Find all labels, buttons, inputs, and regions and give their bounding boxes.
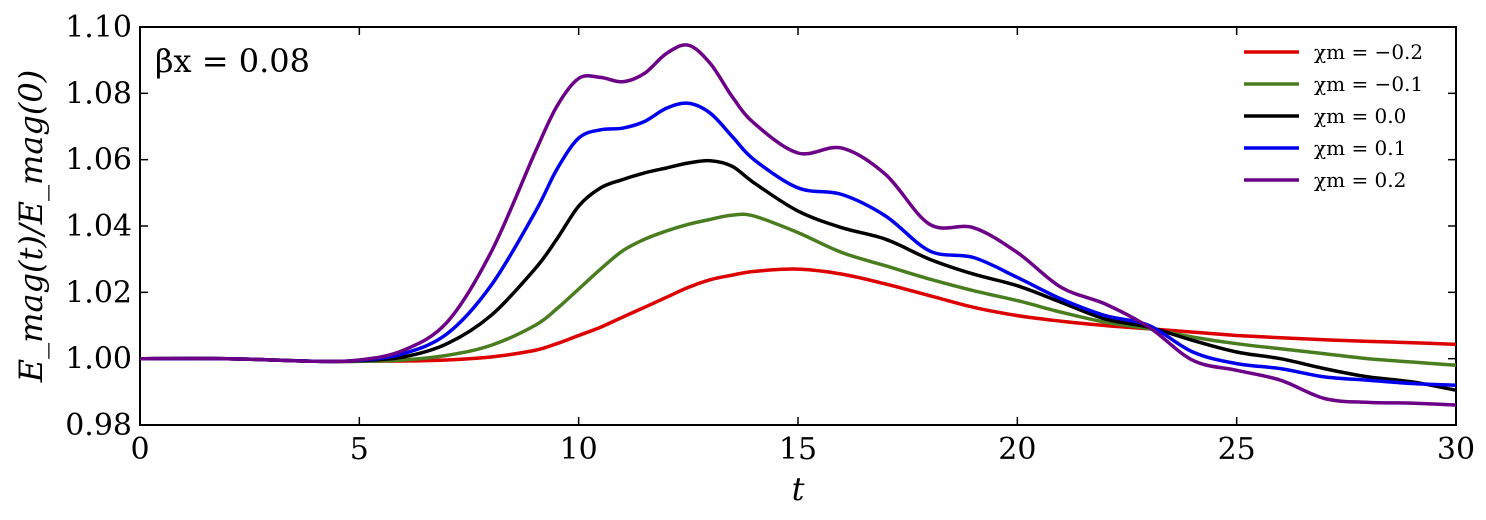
series-line-2	[140, 158, 1456, 392]
y-tick-label: 0.98	[65, 408, 132, 443]
x-axis-label: t	[792, 470, 805, 508]
y-tick-label: 1.10	[65, 10, 132, 45]
x-tick-label: 10	[560, 432, 598, 467]
beta-annotation: βx = 0.08	[155, 42, 310, 80]
y-tick-label: 1.00	[65, 342, 132, 377]
y-tick-label: 1.02	[65, 275, 132, 310]
legend: χm = −0.2 χm = −0.1 χm = 0.0 χm = 0.1 χm = 0…	[1244, 40, 1423, 192]
y-tick-label: 1.06	[65, 143, 132, 178]
series-line-0	[140, 267, 1456, 364]
axis-labels: t E_mag(t)/E_mag(0) βx = 0.08	[12, 42, 805, 508]
series-line-3	[140, 101, 1456, 387]
x-tick-label: 20	[998, 432, 1036, 467]
legend-label: χm = −0.1	[1314, 72, 1423, 96]
legend-label: χm = 0.2	[1314, 168, 1406, 192]
x-tick-label: 5	[350, 432, 369, 467]
legend-label: χm = −0.2	[1314, 40, 1423, 64]
legend-label: χm = 0.0	[1314, 104, 1406, 128]
series-lines	[140, 43, 1456, 407]
x-tick-label: 25	[1218, 432, 1256, 467]
axis-ticks: 0 5 10 15 20 25 30 0.98 1.00 1.02 1.04 1.06 1.08 1.10	[65, 10, 1475, 467]
series-line-4	[140, 43, 1456, 407]
series-line-1	[140, 212, 1456, 368]
x-tick-label: 15	[779, 432, 817, 467]
legend-label: χm = 0.1	[1314, 136, 1406, 160]
y-tick-label: 1.08	[65, 76, 132, 111]
y-axis-label: E_mag(t)/E_mag(0)	[12, 70, 50, 383]
y-tick-label: 1.04	[65, 209, 132, 244]
x-tick-label: 30	[1437, 432, 1475, 467]
x-tick-label: 0	[130, 432, 149, 467]
